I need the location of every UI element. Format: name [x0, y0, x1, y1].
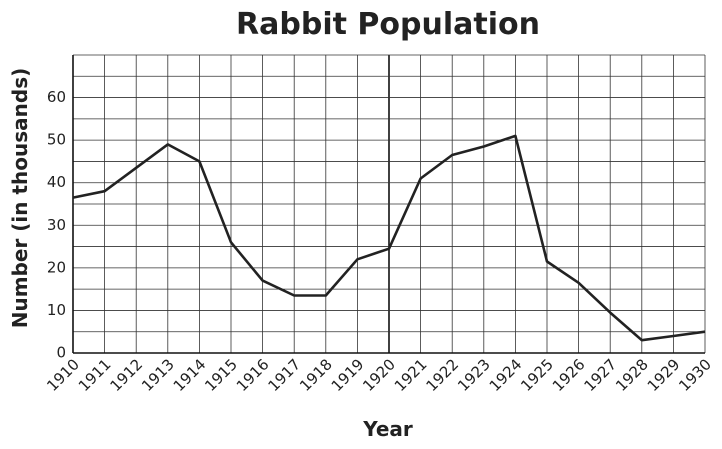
grid	[73, 55, 705, 353]
x-tick-label: 1912	[106, 355, 146, 395]
x-tick-label: 1921	[391, 355, 431, 395]
x-tick-label: 1918	[296, 355, 336, 395]
y-tick-label: 30	[47, 216, 66, 234]
y-tick-label: 60	[47, 88, 66, 106]
x-tick-label: 1916	[233, 355, 273, 395]
x-tick-label: 1926	[549, 355, 589, 395]
x-tick-label: 1927	[580, 355, 620, 395]
x-tick-label: 1911	[75, 355, 115, 395]
y-tick-labels: 0 10 20 30 40 50 60	[47, 88, 66, 361]
x-tick-label: 1929	[644, 355, 684, 395]
x-tick-label: 1919	[328, 355, 368, 395]
y-tick-label: 10	[47, 301, 66, 319]
y-tick-label: 50	[47, 131, 66, 149]
x-tick-label: 1914	[170, 355, 210, 395]
x-tick-label: 1928	[612, 355, 652, 395]
y-axis-label: Number (in thousands)	[8, 68, 32, 329]
x-tick-labels: 1910191119121913191419151916191719181919…	[43, 355, 715, 395]
x-tick-label: 1917	[264, 355, 304, 395]
x-tick-label: 1915	[201, 355, 241, 395]
x-tick-label: 1922	[422, 355, 462, 395]
x-tick-label: 1930	[675, 355, 715, 395]
y-tick-label: 20	[47, 258, 66, 276]
x-tick-label: 1913	[138, 355, 178, 395]
chart-title: Rabbit Population	[236, 7, 540, 42]
y-tick-label: 0	[56, 344, 66, 362]
x-tick-label: 1925	[517, 355, 557, 395]
x-tick-label: 1923	[454, 355, 494, 395]
x-tick-label: 1924	[486, 355, 526, 395]
x-axis-label: Year	[362, 417, 413, 441]
y-tick-label: 40	[47, 173, 66, 191]
x-tick-label: 1920	[359, 355, 399, 395]
